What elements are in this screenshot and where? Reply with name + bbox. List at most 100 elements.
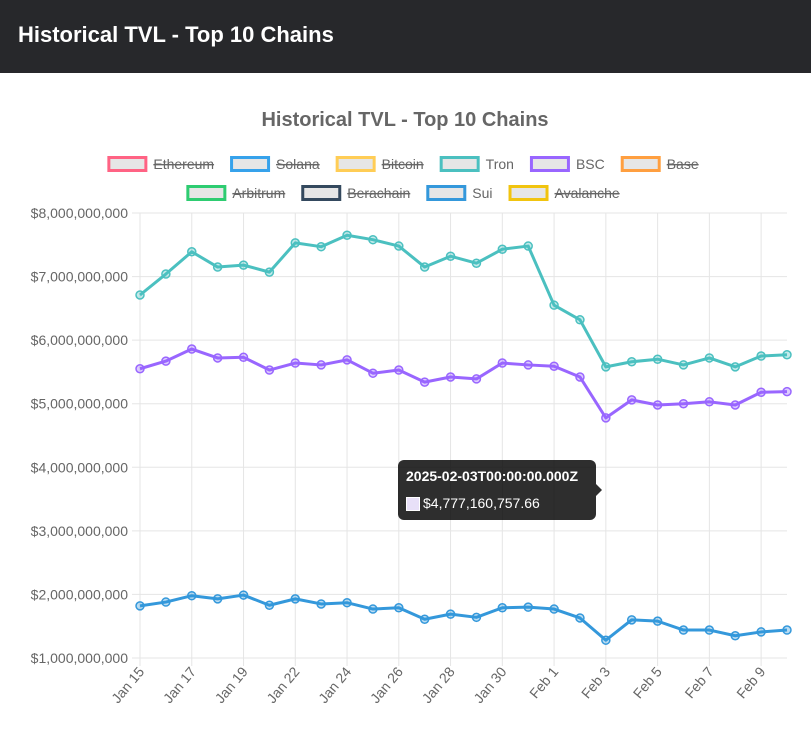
data-point-tron [342,230,352,240]
data-point-tron [652,354,663,364]
data-point-sui [678,625,689,635]
y-tick-label: $1,000,000,000 [31,650,129,666]
y-tick-label: $4,000,000,000 [31,459,129,475]
x-tick-label: Feb 5 [630,663,665,701]
data-point-sui [626,615,637,625]
data-point-bsc [316,360,326,370]
tooltip-value: $4,777,160,757.66 [423,495,540,511]
data-point-sui [394,603,404,613]
data-point-tron [135,290,145,300]
legend-item-sui[interactable]: Sui [426,185,493,201]
tooltip-title: 2025-02-03T00:00:00.000Z [406,468,579,484]
chart-card: Historical TVL - Top 10 Chains Ethereum So… [0,73,811,735]
legend-item-bitcoin[interactable]: Bitcoin [335,156,424,172]
legend-label: Solana [276,156,320,172]
data-point-sui [549,604,559,614]
data-point-bsc [782,386,792,397]
data-point-tron [756,351,766,361]
data-point-sui [342,597,352,608]
x-tick-label: Jan 24 [315,663,354,706]
legend-label: Tron [486,156,514,172]
data-point-tron [368,234,378,245]
data-point-tron [601,362,611,372]
legend-item-base[interactable]: Base [620,156,699,172]
legend-item-bsc[interactable]: BSC [529,156,605,172]
data-point-tron [212,262,223,272]
data-point-bsc [730,400,740,410]
y-tick-label: $8,000,000,000 [31,205,129,221]
x-tick-label: Feb 7 [681,663,716,701]
data-point-sui [368,604,378,614]
x-tick-label: Jan 28 [419,663,458,706]
data-point-bsc [161,356,171,366]
legend-item-ethereum[interactable]: Ethereum [107,156,214,172]
data-point-sui [290,594,301,604]
data-point-sui [782,625,792,635]
data-point-bsc [471,374,482,384]
data-point-tron [730,362,740,372]
data-point-bsc [601,413,611,423]
x-tick-label: Feb 3 [578,663,613,701]
data-point-bsc [575,372,585,382]
y-tick-label: $2,000,000,000 [31,586,129,602]
legend-label: Base [667,156,699,172]
data-point-tron [264,267,275,277]
y-tick-label: $7,000,000,000 [31,269,129,285]
x-tick-label: Jan 26 [367,663,406,706]
data-point-tron [238,260,249,270]
legend-item-arbitrum[interactable]: Arbitrum [186,185,285,201]
data-point-tron [445,251,456,261]
y-tick-label: $3,000,000,000 [31,523,129,539]
data-point-tron [626,357,637,367]
data-point-tron [497,244,508,254]
legend-label: Ethereum [153,156,214,172]
data-point-bsc [756,387,766,398]
chart-tooltip: 2025-02-03T00:00:00.000Z $4,777,160,757.… [398,460,602,520]
data-point-tron [523,241,533,251]
series-line-sui [139,593,788,642]
y-tick-label: $6,000,000,000 [31,332,129,348]
data-point-bsc [419,377,430,387]
page-title: Historical TVL - Top 10 Chains [18,22,334,47]
data-point-sui [497,603,508,613]
legend-swatch [335,156,376,172]
data-point-bsc [626,395,637,405]
legend-label: BSC [576,156,605,172]
legend-item-tron[interactable]: Tron [439,156,514,172]
page-header: Historical TVL - Top 10 Chains [0,0,811,73]
data-point-bsc [445,372,456,382]
data-point-sui [756,627,766,637]
legend-swatch [107,156,148,172]
data-point-sui [135,601,145,611]
chart-title: Historical TVL - Top 10 Chains [261,109,548,131]
data-point-bsc [394,365,404,375]
data-point-tron [187,247,197,257]
data-point-tron [471,258,482,268]
data-point-bsc [704,397,715,407]
legend-swatch [439,156,480,172]
legend-swatch [529,156,570,172]
legend-label: Arbitrum [232,185,285,201]
x-tick-label: Jan 17 [160,663,199,706]
data-point-bsc [678,398,689,409]
data-point-bsc [238,352,249,363]
legend-label: Berachain [347,185,410,201]
data-point-bsc [652,400,663,410]
data-point-bsc [290,358,301,368]
legend-item-avalanche[interactable]: Avalanche [508,185,620,201]
x-tick-label: Jan 30 [470,663,509,706]
data-point-tron [704,353,715,363]
data-point-sui [419,614,430,624]
legend-item-solana[interactable]: Solana [230,156,320,172]
data-point-bsc [187,344,197,354]
x-tick-label: Jan 15 [108,663,147,706]
tooltip-caret [596,484,602,496]
data-point-tron [316,241,326,252]
data-point-tron [782,350,792,360]
tooltip-swatch [406,497,420,511]
data-point-sui [471,612,482,623]
y-tick-label: $5,000,000,000 [31,396,129,412]
legend-item-berachain[interactable]: Berachain [301,185,411,201]
data-point-sui [575,613,585,623]
x-tick-label: Jan 22 [263,663,302,706]
